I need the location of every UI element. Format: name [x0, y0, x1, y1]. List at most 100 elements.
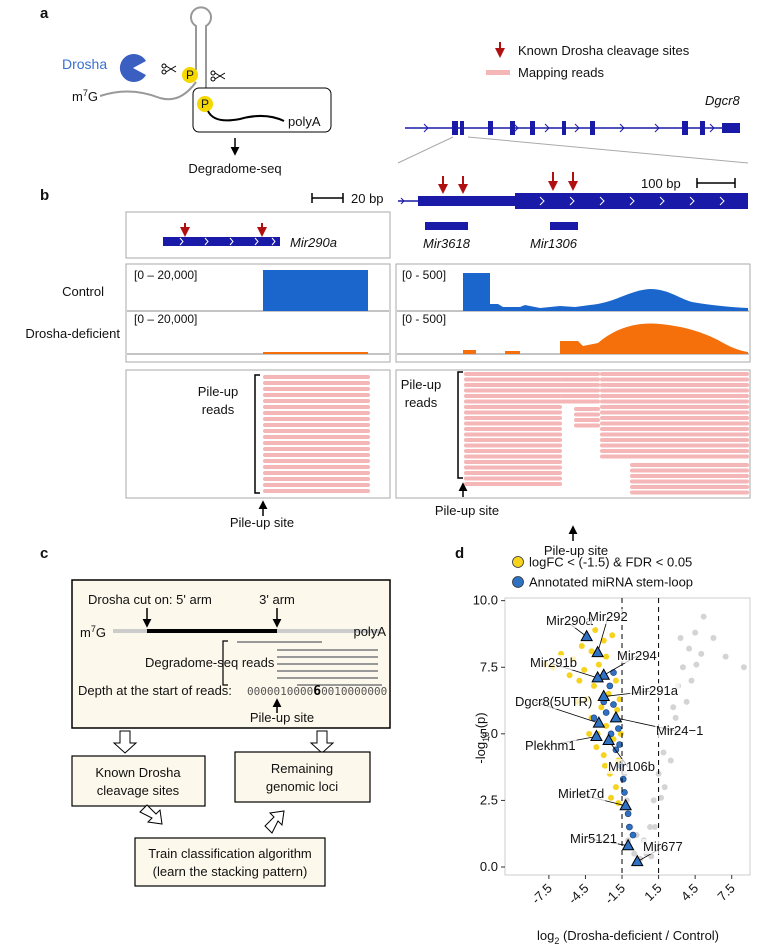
mirna-locus	[425, 222, 468, 230]
label-bg	[630, 683, 680, 698]
label-part: (p)	[473, 712, 488, 732]
point	[688, 677, 695, 684]
depth-label: Depth at the start of reads:	[78, 683, 232, 698]
track-range: [0 – 20,000]	[134, 268, 197, 282]
scale-bar	[311, 193, 344, 203]
point	[647, 824, 654, 831]
scissors	[161, 63, 226, 82]
scissor-ring	[210, 76, 216, 82]
bracket	[457, 371, 463, 479]
point	[692, 629, 699, 636]
pileup-label: reads	[405, 395, 438, 410]
point	[722, 653, 729, 660]
mirna-locus	[550, 222, 578, 230]
exon	[510, 121, 515, 135]
legend-label: Mapping reads	[518, 65, 604, 80]
method-label: Degradome-seq	[188, 161, 281, 176]
label-bg	[557, 786, 606, 801]
point	[602, 709, 610, 716]
labeled-point	[609, 710, 623, 723]
y-tick-label: 10.0	[473, 593, 498, 608]
point	[651, 824, 658, 831]
pileup-label: reads	[202, 402, 235, 417]
panel-label: c	[40, 545, 48, 562]
cap-base: m	[80, 625, 91, 640]
track-label: Drosha-deficient	[25, 326, 120, 341]
point	[590, 682, 597, 689]
point	[672, 714, 679, 721]
point	[661, 784, 668, 791]
step-label: cleavage sites	[97, 783, 180, 798]
x-tick-label: -7.5	[529, 881, 555, 907]
x-axis-label: log2 (Drosha-deficient / Control)	[537, 928, 719, 946]
cap-sup: 7	[83, 88, 88, 98]
exon	[163, 237, 280, 246]
scissor-blade	[165, 65, 177, 73]
x-tick-label: 7.5	[714, 881, 737, 904]
labeled-point	[580, 629, 594, 642]
cut-label: Drosha cut on: 5' arm	[88, 592, 212, 607]
pileup-label: Pile-up	[401, 377, 441, 392]
step-label: Known Drosha	[95, 765, 181, 780]
phosphate	[182, 67, 198, 83]
scissor-ring	[161, 63, 167, 69]
scissor-ring	[210, 70, 216, 76]
coverage-deficient	[463, 323, 748, 354]
strand-chevrons	[423, 123, 715, 133]
panel-label: d	[455, 545, 464, 562]
gene-box	[125, 211, 391, 259]
label-part: (Drosha-deficient / Control)	[559, 928, 719, 943]
drosha-icon	[119, 54, 146, 82]
exon	[700, 121, 705, 135]
exon	[590, 121, 595, 135]
depth-digits: 0000010000	[247, 685, 313, 698]
gene-label: Dgcr8	[705, 93, 740, 108]
track-label: Control	[62, 284, 104, 299]
depth-values: 000001000060010000000	[247, 684, 387, 699]
labeled-point	[591, 670, 604, 683]
exon	[515, 193, 748, 209]
label-bg	[524, 738, 577, 753]
hairpin	[190, 6, 212, 90]
exon	[562, 121, 566, 135]
point	[629, 831, 637, 839]
point	[650, 797, 657, 804]
labeled-point	[602, 733, 615, 745]
exon	[460, 121, 464, 135]
phosphate	[197, 96, 213, 112]
scale-bar	[696, 178, 736, 188]
point-label: Mir24−1	[656, 723, 703, 738]
point	[609, 632, 616, 639]
label-sub: 2	[554, 936, 559, 946]
method-box	[71, 579, 391, 729]
hollow-arrow	[112, 730, 138, 754]
scale-label: 100 bp	[641, 176, 681, 191]
y-tick-label: 5.0	[480, 726, 498, 741]
point	[667, 757, 674, 764]
label-sub: 10	[481, 732, 491, 742]
pileup-box	[125, 369, 391, 499]
point	[616, 741, 623, 748]
point	[612, 677, 619, 684]
legend-read	[486, 70, 510, 75]
y-tick-label: 2.5	[480, 792, 498, 807]
coverage-deficient	[263, 352, 368, 354]
labeled-point	[592, 716, 606, 728]
cap-end: G	[88, 89, 98, 104]
tail-label: polyA	[288, 114, 321, 129]
coverage-control	[463, 273, 748, 311]
track-range: [0 - 500]	[402, 312, 446, 326]
x-tick-label: 4.5	[678, 881, 701, 904]
point	[603, 653, 610, 660]
point-label: Mirlet7d	[558, 786, 604, 801]
point	[615, 725, 622, 732]
point-label: Plekhm1	[525, 738, 576, 753]
step-label: genomic loci	[266, 779, 338, 794]
x-tick-label: 1.5	[641, 881, 664, 904]
scissor-blade	[214, 72, 226, 80]
labeled-point	[619, 798, 633, 811]
utr	[418, 196, 515, 206]
point	[590, 714, 598, 722]
fragment-strand	[207, 110, 285, 122]
